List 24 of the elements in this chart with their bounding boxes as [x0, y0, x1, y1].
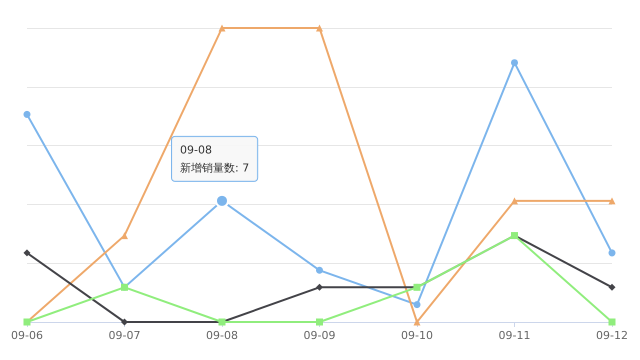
- point: [608, 284, 616, 291]
- point: [413, 318, 420, 326]
- x-tick-label: 09-09: [304, 329, 336, 342]
- point: [608, 197, 616, 204]
- point: [316, 24, 323, 32]
- point: [316, 284, 323, 291]
- x-tick-label: 09-08: [206, 329, 238, 342]
- point: [316, 318, 323, 326]
- point: [608, 249, 616, 256]
- point: [511, 59, 518, 66]
- x-tick-label: 09-06: [10, 329, 43, 342]
- point: [23, 249, 30, 256]
- annotation: 09-08 新增销量数: 7: [180, 143, 250, 174]
- point: [23, 110, 30, 118]
- point: [120, 232, 128, 240]
- x-tick-label: 09-11: [498, 329, 530, 342]
- point: [218, 24, 226, 32]
- point: [120, 318, 128, 326]
- x-tick-label: 09-07: [108, 329, 140, 342]
- x-tick-label: 09-12: [596, 329, 628, 342]
- x-tick-label: 09-10: [401, 329, 433, 342]
- point: [510, 197, 518, 204]
- point: [414, 301, 420, 308]
- point: [316, 266, 323, 274]
